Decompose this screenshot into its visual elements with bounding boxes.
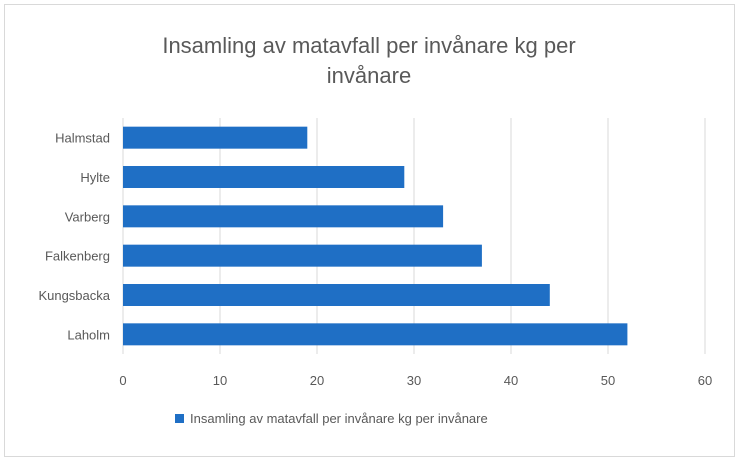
chart-title-line-1: Insamling av matavfall per invånare kg p…	[162, 33, 575, 58]
category-label: Hylte	[80, 170, 110, 185]
bar-varberg	[123, 205, 444, 228]
x-tick-label: 10	[213, 373, 227, 388]
legend-swatch	[175, 414, 184, 423]
x-tick-label: 0	[119, 373, 126, 388]
x-tick-label: 50	[601, 373, 615, 388]
category-label: Kungsbacka	[38, 288, 110, 303]
x-tick-label: 30	[407, 373, 421, 388]
category-label: Laholm	[67, 327, 110, 342]
x-tick-label: 20	[310, 373, 324, 388]
bar-kungsbacka	[123, 284, 550, 306]
x-tick-label: 40	[504, 373, 518, 388]
category-label: Varberg	[65, 209, 110, 224]
chart-title-line-2: invånare	[327, 63, 411, 88]
bar-falkenberg	[123, 244, 482, 267]
bar-halmstad	[123, 126, 308, 149]
bar-hylte	[123, 166, 405, 188]
chart-frame	[4, 4, 735, 457]
bar-laholm	[123, 323, 628, 346]
category-label: Falkenberg	[45, 249, 110, 264]
legend: Insamling av matavfall per invånare kg p…	[175, 411, 488, 426]
legend-label: Insamling av matavfall per invånare kg p…	[190, 411, 488, 426]
category-label: Halmstad	[55, 131, 110, 146]
x-tick-label: 60	[698, 373, 712, 388]
